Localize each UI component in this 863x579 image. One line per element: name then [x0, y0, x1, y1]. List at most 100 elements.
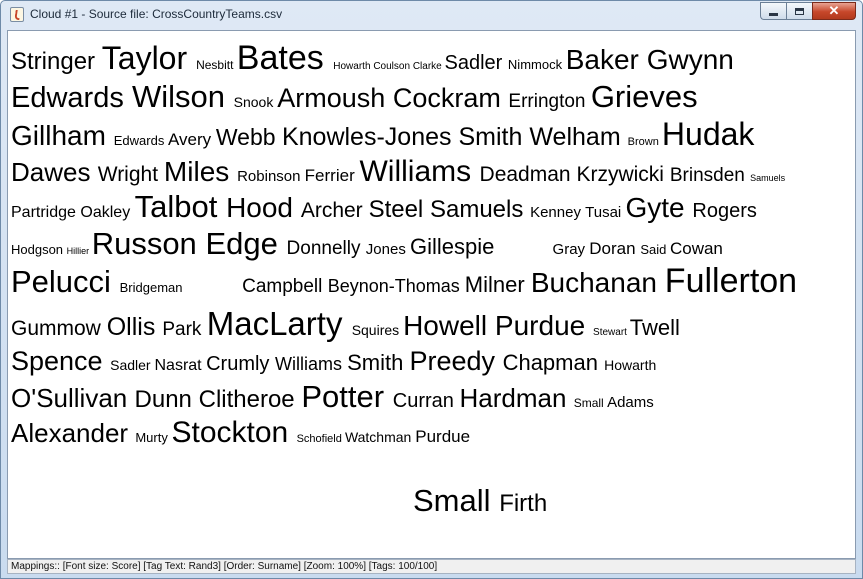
cloud-tag[interactable]: Samuels — [429, 196, 524, 223]
tag-cloud-canvas[interactable]: Stringer Taylor NesbittBates Howarth Coulson… — [7, 30, 856, 559]
cloud-tag[interactable]: Ollis — [106, 313, 156, 341]
cloud-tag[interactable]: Webb — [215, 124, 276, 150]
cloud-tag[interactable]: Curran — [392, 390, 454, 412]
cloud-tag[interactable]: Brown — [627, 136, 659, 148]
cloud-tag[interactable]: Sadler — [444, 52, 503, 74]
cloud-tag[interactable]: Smith — [347, 350, 404, 375]
cloud-tag[interactable]: Cockram — [392, 83, 501, 113]
cloud-tag[interactable]: Wright — [97, 163, 159, 186]
cloud-tag[interactable]: Murty — [135, 430, 168, 445]
cloud-tag[interactable]: Milner — [464, 272, 525, 297]
cloud-tag[interactable]: Twell — [629, 315, 680, 340]
cloud-tag[interactable]: Knowles-Jones — [281, 123, 452, 151]
cloud-tag[interactable]: Spence — [11, 346, 103, 376]
cloud-tag[interactable]: Wilson — [131, 79, 225, 114]
cloud-tag[interactable]: Said — [640, 242, 667, 257]
cloud-tag[interactable]: Krzywicki — [576, 163, 664, 186]
cloud-tag[interactable]: Welham — [529, 123, 621, 151]
cloud-tag[interactable]: Tusai — [585, 204, 622, 221]
cloud-tag[interactable]: Williams — [359, 155, 472, 188]
cloud-tag[interactable]: Dunn — [134, 386, 192, 413]
cloud-tag[interactable]: Edwards — [113, 133, 165, 148]
cloud-tag[interactable]: Taylor — [101, 40, 188, 76]
title-bar[interactable]: Cloud #1 - Source file: CrossCountryTeam… — [1, 1, 862, 29]
cloud-tag[interactable]: O'Sullivan — [11, 383, 128, 413]
cloud-tag[interactable]: MacLarty — [206, 305, 343, 342]
cloud-tag[interactable]: Clitheroe — [198, 386, 295, 413]
cloud-tag[interactable]: Small — [413, 483, 491, 518]
cloud-tag[interactable]: Howarth — [604, 357, 657, 373]
cloud-tag[interactable]: Buchanan — [530, 267, 657, 298]
cloud-tag[interactable]: Edwards — [11, 82, 124, 114]
cloud-tag[interactable]: Beynon-Thomas — [327, 276, 460, 296]
cloud-tag[interactable]: Gillespie — [410, 234, 495, 259]
cloud-tag[interactable]: Bates — [236, 39, 324, 77]
cloud-tag[interactable]: Robinson — [237, 168, 301, 185]
cloud-tag[interactable]: Pelucci — [11, 264, 111, 299]
cloud-tag[interactable]: Baker — [565, 44, 639, 75]
cloud-tag[interactable]: Cowan — [669, 239, 723, 258]
cloud-tag[interactable]: Stringer — [11, 48, 96, 75]
cloud-tag[interactable]: Schofield — [296, 433, 342, 445]
cloud-tag[interactable]: Avery — [167, 130, 212, 149]
cloud-tag[interactable]: Gyte — [625, 192, 685, 223]
cloud-tag[interactable]: Archer — [300, 199, 363, 222]
cloud-tag[interactable]: Gillham — [11, 120, 106, 151]
cloud-tag[interactable]: Oakley — [80, 204, 131, 221]
cloud-tag[interactable]: Hardman — [459, 383, 567, 413]
minimize-button[interactable] — [760, 2, 786, 20]
cloud-tag[interactable]: Russon — [91, 226, 197, 261]
cloud-tag[interactable]: Squires — [351, 322, 400, 338]
cloud-tag[interactable]: Watchman — [344, 429, 412, 445]
cloud-tag[interactable]: Sadler — [110, 357, 151, 373]
cloud-tag[interactable]: Purdue — [494, 310, 586, 341]
cloud-tag[interactable]: Steel — [368, 196, 424, 223]
cloud-tag[interactable]: Partridge — [11, 204, 76, 221]
cloud-tag[interactable]: Jones — [365, 241, 406, 258]
cloud-tag[interactable]: Clarke — [412, 61, 442, 72]
cloud-tag[interactable]: Kenney — [530, 204, 581, 221]
maximize-button[interactable] — [786, 2, 812, 20]
cloud-tag[interactable]: Armoush — [277, 83, 386, 113]
cloud-tag[interactable]: Gummow — [11, 317, 101, 340]
cloud-tag[interactable]: Hudak — [661, 116, 755, 152]
cloud-tag[interactable]: Stewart — [593, 327, 627, 338]
cloud-tag[interactable]: Coulson — [373, 61, 411, 72]
cloud-tag[interactable]: Hood — [226, 192, 293, 223]
cloud-tag[interactable]: Chapman — [502, 350, 598, 375]
cloud-tag[interactable]: Gray — [552, 241, 586, 258]
cloud-tag[interactable]: Errington — [508, 91, 586, 112]
cloud-tag[interactable]: Purdue — [415, 427, 471, 446]
cloud-tag[interactable]: Snook — [233, 94, 274, 110]
cloud-tag[interactable]: Crumly — [206, 353, 270, 375]
cloud-tag[interactable]: Alexander — [11, 418, 129, 448]
cloud-tag[interactable]: Nesbitt — [196, 58, 234, 72]
cloud-tag[interactable]: Bridgeman — [119, 280, 183, 295]
cloud-tag[interactable]: Howell — [403, 310, 488, 341]
cloud-tag[interactable]: Miles — [163, 156, 230, 187]
cloud-tag[interactable]: Brinsden — [669, 165, 745, 186]
cloud-tag[interactable]: Howarth — [333, 61, 371, 72]
cloud-tag[interactable]: Deadman — [479, 163, 571, 186]
cloud-tag[interactable]: Ferrier — [304, 166, 355, 185]
cloud-tag[interactable]: Samuels — [750, 173, 786, 183]
cloud-tag[interactable]: Smith — [458, 123, 523, 151]
cloud-tag[interactable]: Grieves — [590, 79, 698, 114]
cloud-tag[interactable]: Small — [573, 396, 604, 410]
cloud-tag[interactable]: Edge — [205, 226, 278, 261]
cloud-tag[interactable]: Nasrat — [154, 357, 202, 374]
cloud-tag[interactable]: Hodgson — [11, 242, 64, 257]
cloud-tag[interactable]: Firth — [499, 490, 548, 517]
cloud-tag[interactable]: Fullerton — [664, 262, 798, 300]
cloud-tag[interactable]: Stockton — [171, 416, 289, 449]
cloud-tag[interactable]: Hillier — [66, 246, 90, 256]
cloud-tag[interactable]: Nimmock — [507, 57, 563, 72]
cloud-tag[interactable]: Dawes — [11, 157, 91, 187]
close-button[interactable]: ✕ — [812, 2, 856, 20]
cloud-tag[interactable]: Donnelly — [286, 238, 361, 259]
cloud-tag[interactable]: Potter — [301, 379, 385, 414]
cloud-tag[interactable]: Williams — [275, 354, 343, 374]
java-cup-icon[interactable] — [10, 7, 24, 22]
cloud-tag[interactable]: Gwynn — [646, 44, 734, 75]
cloud-tag[interactable]: Preedy — [409, 346, 496, 376]
